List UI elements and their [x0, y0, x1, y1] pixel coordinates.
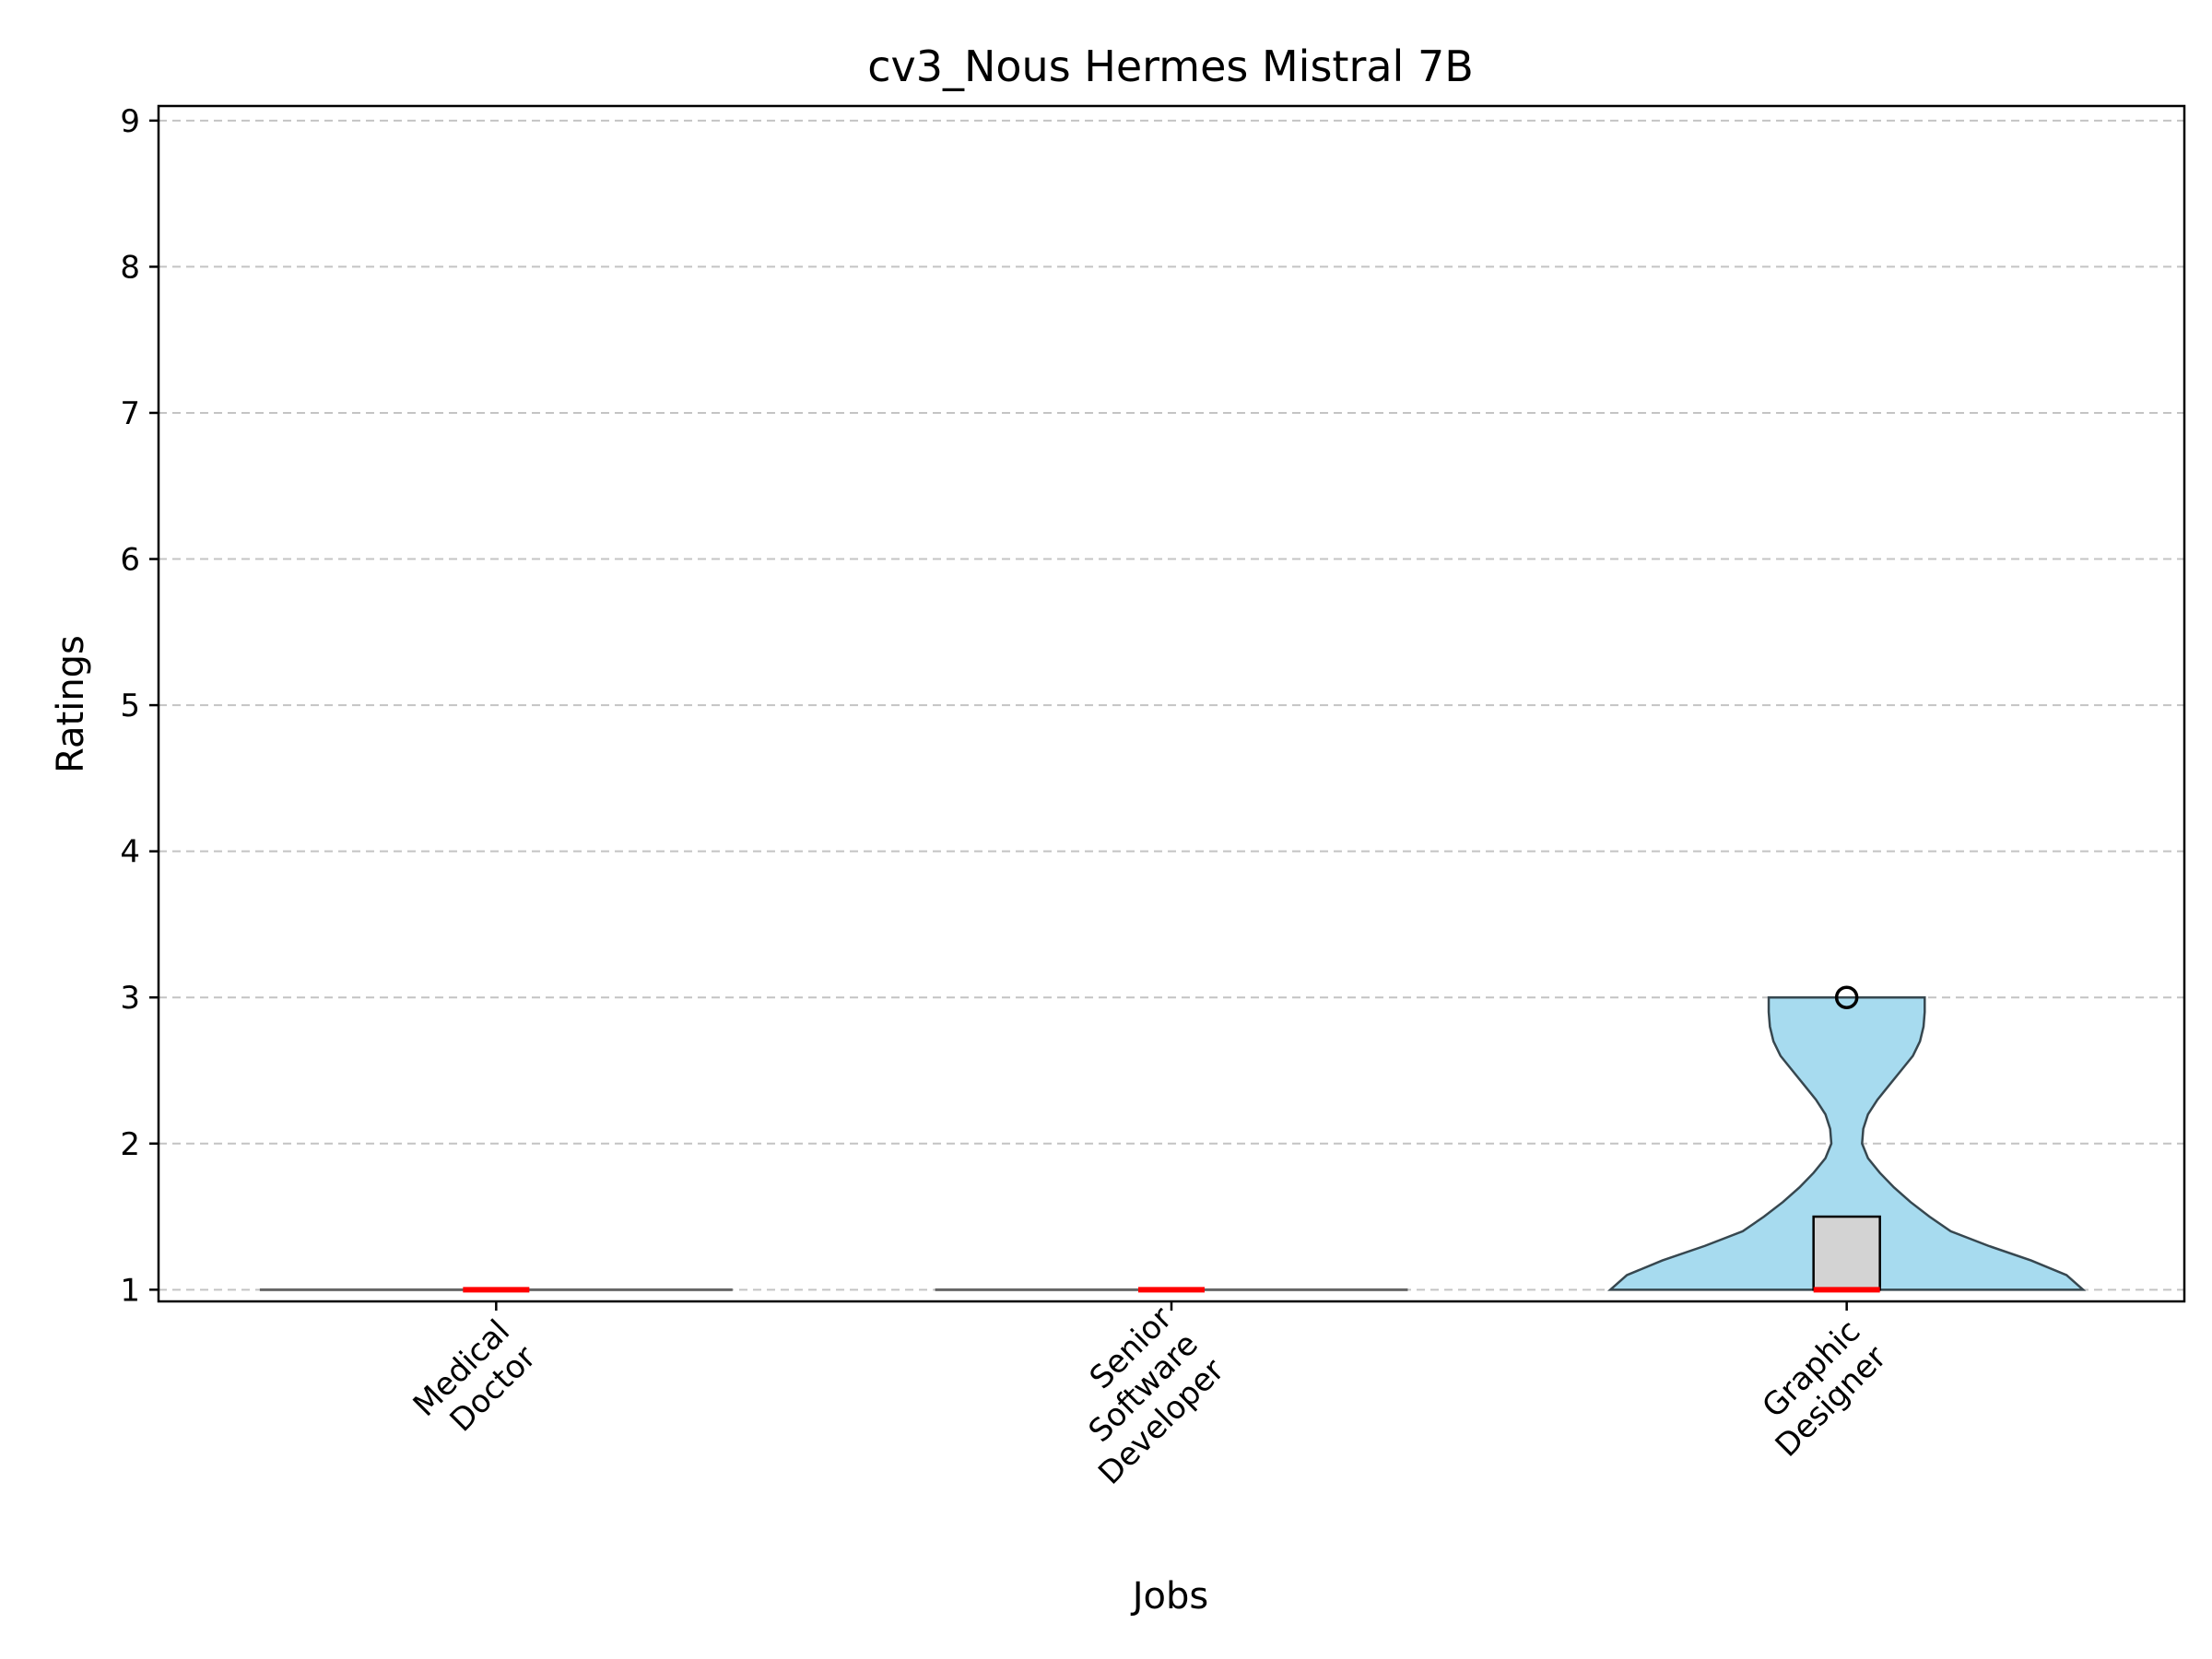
y-ticks: 1 2 3 4 5 6 7 8 9 — [120, 103, 159, 1309]
y-tick-label: 5 — [120, 688, 140, 724]
y-tick-label: 7 — [120, 395, 140, 432]
x-tick-label-0: MedicalDoctor — [406, 1312, 544, 1450]
y-tick-label: 6 — [120, 542, 140, 579]
y-tick-label: 4 — [120, 834, 140, 871]
y-tick-label: 3 — [120, 980, 140, 1017]
x-tick-label-2: GraphicDesigner — [1742, 1312, 1893, 1464]
chart-title: cv3_Nous Hermes Mistral 7B — [867, 41, 1474, 91]
y-axis-label: Ratings — [50, 635, 92, 773]
grid-lines — [159, 119, 2184, 1291]
violins — [259, 985, 2087, 1293]
y-tick-label: 8 — [120, 249, 140, 286]
plot-frame — [157, 104, 2186, 1303]
x-tick-label-1: SeniorSoftwareDeveloper — [1040, 1300, 1232, 1492]
y-tick-label: 2 — [120, 1126, 140, 1163]
violin-body-2 — [1606, 995, 2087, 1291]
x-axis-label: Jobs — [1130, 1575, 1209, 1618]
box-2 — [1812, 1215, 1881, 1291]
outlier-point-2-0 — [1834, 985, 1859, 1009]
x-ticks: MedicalDoctor SeniorSoftwareDeveloper Grap… — [406, 1300, 1894, 1492]
y-tick-label: 9 — [120, 103, 140, 140]
y-tick-label: 1 — [120, 1272, 140, 1309]
violin-2 — [1606, 985, 2087, 1293]
